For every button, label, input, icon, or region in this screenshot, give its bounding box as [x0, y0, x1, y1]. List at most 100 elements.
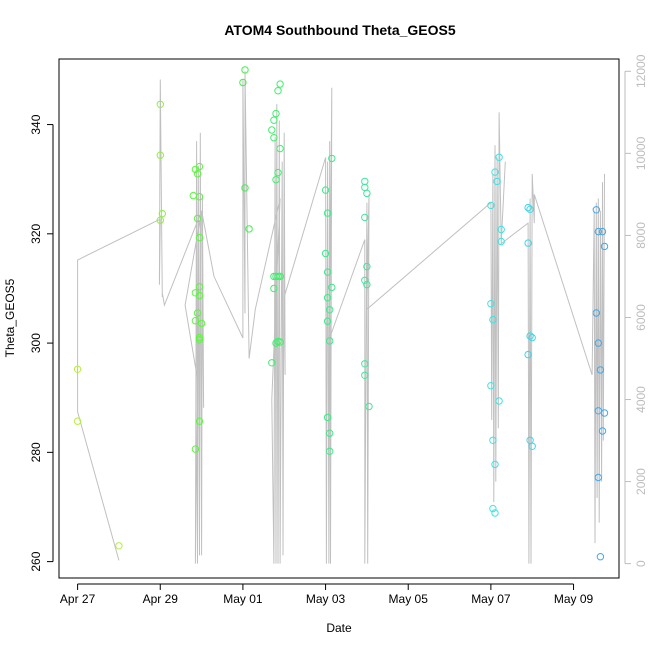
data-point [326, 337, 334, 345]
data-point [363, 189, 371, 198]
data-point [276, 144, 284, 153]
x-axis-label: Date [326, 621, 352, 635]
data-point [323, 317, 332, 325]
data-point [361, 371, 369, 379]
data-point [594, 227, 602, 236]
data-point [491, 168, 499, 176]
data-point [195, 333, 204, 342]
data-point [241, 184, 249, 192]
data-point [195, 162, 204, 171]
data-point [326, 429, 334, 437]
data-point [156, 100, 165, 109]
data-point [272, 109, 280, 118]
data-point [493, 177, 501, 186]
data-point [195, 417, 204, 425]
y-tick-label: 260 [29, 551, 43, 571]
data-point [274, 168, 282, 177]
data-point [596, 553, 605, 561]
data-point [276, 338, 284, 346]
data-point [193, 170, 202, 178]
data-point [239, 78, 247, 87]
data-point [326, 306, 334, 314]
data-point [274, 87, 282, 95]
data-point [195, 233, 204, 242]
data-point [241, 66, 249, 74]
x-tick-label: May 01 [223, 592, 263, 606]
data-point [363, 262, 371, 271]
plot-frame [58, 58, 620, 579]
data-point [495, 153, 503, 162]
data-point [497, 237, 505, 246]
data-point [497, 225, 505, 234]
data-point [276, 272, 284, 281]
data-point [193, 309, 202, 317]
data-point [596, 366, 605, 374]
y-tick-label: 340 [29, 114, 43, 134]
data-point [361, 276, 369, 284]
data-point [491, 460, 499, 469]
x-tick-label: Apr 29 [143, 592, 179, 606]
data-point [323, 413, 332, 422]
data-point [526, 205, 534, 213]
data-point [491, 509, 499, 517]
data-point [323, 209, 332, 217]
data-point [361, 360, 369, 368]
data-point [594, 339, 602, 347]
y-tick-label: 320 [29, 223, 43, 243]
data-point [598, 227, 607, 236]
y-axis-label: Theta_GEOS5 [3, 278, 17, 357]
data-point [274, 272, 282, 281]
data-point [524, 239, 532, 247]
x-tick-label: May 07 [471, 592, 511, 606]
data-point [156, 216, 165, 224]
data-point [528, 333, 536, 342]
data-point [268, 126, 276, 134]
data-point [528, 442, 536, 450]
data-point [365, 402, 373, 411]
data-point [487, 201, 495, 210]
data-point [270, 116, 278, 124]
y-tick-label: 280 [29, 442, 43, 462]
data-point [321, 186, 330, 194]
data-point [328, 283, 336, 292]
x-tick-label: Apr 27 [60, 592, 96, 606]
data-point [191, 445, 200, 453]
x-tick-label: May 09 [554, 592, 594, 606]
data-point [270, 284, 278, 293]
data-point [487, 300, 495, 308]
data-point [270, 134, 278, 142]
y2-tick-label: 6000 [634, 304, 648, 331]
data-point [195, 193, 204, 201]
x-tick-label: May 03 [306, 592, 346, 606]
data-point [115, 542, 123, 550]
data-point [489, 436, 497, 444]
data-point [73, 365, 82, 373]
data-point [363, 280, 371, 289]
data-point [272, 176, 280, 184]
data-point [195, 283, 204, 291]
data-point [361, 213, 369, 222]
data-point [272, 272, 280, 281]
data-point [592, 309, 600, 317]
data-point [191, 317, 200, 325]
data-point [594, 407, 602, 415]
data-point [524, 350, 532, 359]
data-point [276, 80, 284, 88]
data-point [193, 214, 202, 223]
data-point [328, 154, 336, 163]
y2-tick-label: 4000 [634, 386, 648, 413]
data-point [600, 409, 609, 417]
plot-layer: Apr 27 Apr 29 May 01 May 03 May 05 May 07 May … [29, 54, 648, 606]
data-point [323, 268, 332, 276]
data-point [268, 359, 276, 367]
y2-tick-label: 8000 [634, 222, 648, 249]
chart-title: ATOM4 Southbound Theta_GEOS5 [224, 22, 455, 38]
data-point [487, 382, 495, 390]
data-point [489, 315, 497, 324]
data-point [73, 417, 82, 425]
data-point [495, 397, 503, 405]
y-tick-label: 300 [29, 333, 43, 353]
data-point [592, 206, 600, 214]
